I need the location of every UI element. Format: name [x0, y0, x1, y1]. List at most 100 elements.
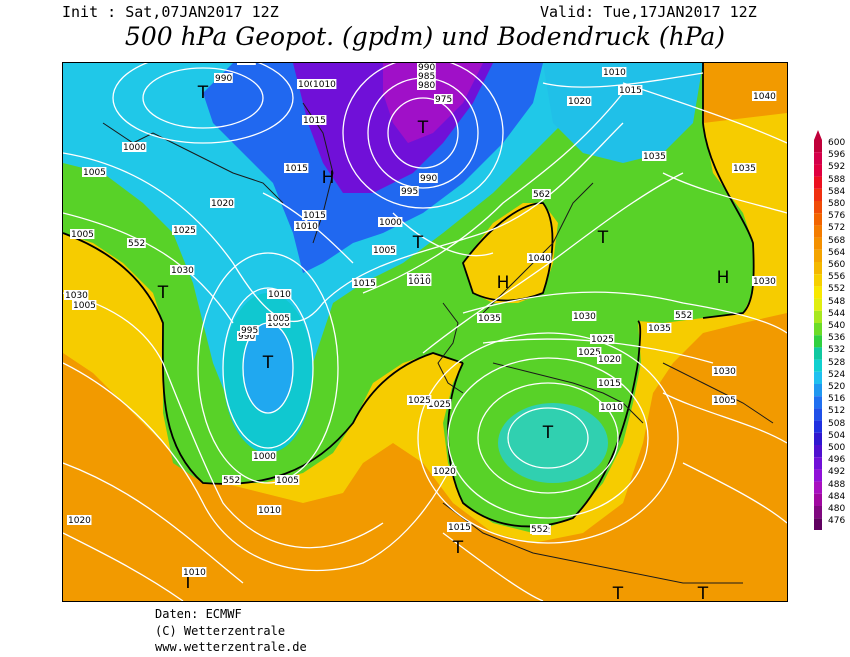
isobar-label-bg: [712, 395, 737, 405]
med-low-core: [498, 403, 608, 483]
isobar-label: 1025: [591, 335, 614, 345]
isobar-label: 1010: [313, 80, 336, 90]
isobar-label: 1020: [211, 199, 234, 209]
isobar-label: 1005: [73, 301, 96, 311]
isobar-label-bg: [302, 115, 327, 125]
map-title: 500 hPa Geopot. (gpdm) und Bodendruck (h…: [124, 22, 726, 51]
legend-label: 544: [828, 308, 846, 319]
isobar-label-bg: [577, 347, 602, 357]
isobar-label: 1010: [258, 506, 281, 516]
low-pressure-center: T: [417, 118, 429, 138]
legend-label: 484: [828, 491, 846, 502]
isobar-label: 1010: [600, 403, 623, 413]
isobar-label: 1025: [408, 396, 431, 406]
isobar-label: 1005: [713, 396, 736, 406]
isobar-label: 1030: [171, 266, 194, 276]
legend-label: 480: [828, 504, 846, 514]
isobar-label-bg: [237, 331, 256, 341]
low-pressure-center: T: [612, 584, 624, 601]
high-pressure-center: H: [497, 273, 510, 293]
isobar-label: 1010: [295, 222, 318, 232]
isobar-label-bg: [597, 354, 622, 364]
isobar-label: 1005: [83, 168, 106, 178]
isobar-label-bg: [674, 310, 693, 320]
isobar-label: 1015: [303, 116, 326, 126]
isobar-label-bg: [400, 186, 419, 196]
legend-swatch: [814, 359, 822, 372]
isobar-label-bg: [530, 524, 549, 534]
isobar-label-bg: [597, 378, 622, 388]
ne-cyan: [543, 63, 703, 163]
isobar-label: 1025: [578, 348, 601, 358]
isobar-label: 1035: [478, 314, 501, 324]
valid-time: Valid: Tue,17JAN2017 12Z: [540, 3, 757, 21]
isobar-label: 995: [241, 326, 258, 336]
isobar-label-bg: [417, 80, 436, 90]
isobar-label: 1005: [267, 314, 290, 324]
legend-label: 596: [828, 150, 846, 161]
scandinavia-yellow: [463, 203, 558, 303]
legend-label: 580: [828, 199, 846, 209]
legend-swatch: [814, 469, 822, 482]
isobar-label: 1005: [71, 230, 94, 240]
legend-label: 488: [828, 479, 846, 490]
legend-swatch: [814, 262, 822, 275]
init-time: Init : Sat,07JAN2017 12Z: [62, 3, 279, 21]
isobar-label: 980: [418, 81, 435, 91]
legend-swatch: [814, 384, 822, 397]
legend-swatch: [814, 201, 822, 214]
legend-swatch: [814, 176, 822, 189]
isobar-label-bg: [70, 229, 95, 239]
isobar-label-bg: [82, 167, 107, 177]
isobar-label: 985: [418, 72, 435, 82]
isobar-label-bg: [312, 79, 337, 89]
legend-swatch: [814, 457, 822, 470]
legend-swatch: [814, 396, 822, 409]
legend-swatch: [814, 213, 822, 226]
isobar-label: 1025: [428, 400, 451, 410]
legend-swatch: [814, 518, 822, 530]
legend-arrow-up: [814, 130, 822, 140]
isobar-label: 562: [533, 190, 550, 200]
website: www.wetterzentrale.de: [155, 640, 307, 654]
isobar-label: 552: [223, 476, 240, 486]
isobar-label: 1005: [373, 246, 396, 256]
isobar-label-bg: [372, 245, 397, 255]
legend-label: 536: [828, 333, 846, 344]
isobar-label-bg: [172, 225, 197, 235]
legend-swatch: [814, 225, 822, 238]
isobar-label: 1015: [353, 279, 376, 289]
isobar-label: 995: [238, 63, 255, 66]
isobar-label-bg: [567, 96, 592, 106]
isobar-label: 1000: [253, 452, 276, 462]
legend-label: 556: [828, 272, 846, 283]
legend-swatch: [814, 347, 822, 360]
isobar-label-bg: [732, 163, 757, 173]
legend-swatch: [814, 506, 822, 519]
isobar-label: 1030: [753, 277, 776, 287]
isobar-label: 552: [128, 239, 145, 249]
legend-label: 548: [828, 296, 846, 307]
legend-swatch: [814, 432, 822, 445]
legend-swatch: [814, 286, 822, 299]
legend-swatch: [814, 335, 822, 348]
isobar-label-bg: [266, 313, 291, 323]
isobar-label-bg: [240, 325, 259, 335]
high-pressure-center: H: [322, 168, 335, 188]
isobar-label: 990: [238, 332, 255, 342]
legend-label: 540: [828, 321, 846, 331]
contour-552: [63, 63, 755, 528]
isobar-label-bg: [447, 522, 472, 532]
isobar-label-bg: [267, 289, 292, 299]
isobar-label-bg: [602, 67, 627, 77]
high-pressure-center: H: [717, 268, 730, 288]
isobar-label-bg: [752, 276, 777, 286]
legend-label: 588: [828, 174, 846, 185]
isobar-label: 1000: [123, 143, 146, 153]
isobar-label: 1010: [183, 568, 206, 578]
isobar-label: 1030: [713, 367, 736, 377]
isobar-label-bg: [182, 567, 207, 577]
isobar-label-bg: [599, 402, 624, 412]
legend-swatch: [814, 164, 822, 177]
